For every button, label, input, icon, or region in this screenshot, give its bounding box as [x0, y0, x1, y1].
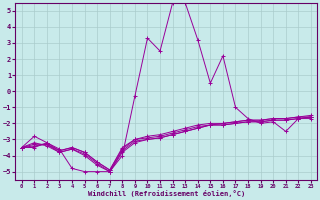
- X-axis label: Windchill (Refroidissement éolien,°C): Windchill (Refroidissement éolien,°C): [88, 190, 245, 197]
